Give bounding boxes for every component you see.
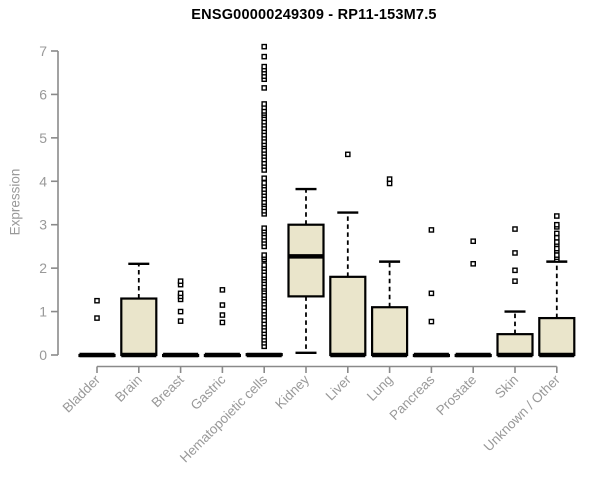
boxplot-brain — [120, 262, 158, 358]
outlier-point — [219, 302, 226, 308]
y-tick-label: 7 — [39, 43, 47, 59]
boxplot-skin — [496, 226, 534, 358]
outlier-point — [512, 226, 518, 232]
outlier-point — [94, 315, 100, 321]
outlier-point — [261, 53, 268, 60]
outlier-point — [554, 221, 560, 228]
outlier-point — [177, 308, 184, 315]
boxplot-unknown-other — [538, 213, 576, 358]
outlier-point — [554, 213, 560, 219]
outlier-point — [470, 238, 477, 245]
outlier-point — [345, 151, 351, 158]
outlier-point — [219, 312, 226, 318]
outlier-point — [177, 290, 184, 297]
box — [329, 275, 367, 357]
x-tick-label: Skin — [492, 372, 521, 401]
x-tick-label: Lung — [364, 372, 396, 404]
x-tick-label: Prostate — [433, 372, 479, 418]
boxplot-pancreas — [412, 227, 450, 358]
outlier-point — [554, 245, 560, 252]
outlier-point — [554, 230, 560, 237]
outlier-point — [386, 180, 393, 187]
outlier-point — [261, 252, 268, 258]
boxplot-breast — [162, 278, 200, 358]
outlier-point — [554, 234, 560, 241]
outlier-point — [94, 297, 100, 304]
outlier-point — [470, 260, 477, 267]
outlier-point — [554, 239, 560, 245]
outlier-point — [428, 227, 435, 233]
outlier-point — [428, 290, 435, 297]
y-tick-label: 4 — [39, 173, 47, 189]
boxplot-gastric — [203, 287, 241, 358]
outlier-point — [261, 63, 268, 70]
outlier-point — [261, 43, 268, 50]
x-tick-label: Liver — [323, 372, 355, 404]
y-tick-label: 6 — [39, 86, 47, 102]
x-tick-label: Kidney — [272, 372, 312, 412]
outlier-point — [512, 278, 518, 284]
y-tick-label: 2 — [39, 260, 47, 276]
outlier-point — [261, 225, 268, 231]
box — [287, 223, 325, 298]
x-tick-label: Breast — [149, 372, 187, 410]
outlier-point — [386, 176, 393, 182]
boxplot-kidney — [287, 187, 325, 355]
y-tick-label: 5 — [39, 130, 47, 146]
outlier-point — [512, 250, 518, 256]
outlier-point — [261, 180, 268, 186]
outlier-point — [428, 318, 435, 325]
y-tick-label: 1 — [39, 304, 47, 320]
x-tick-label: Gastric — [188, 372, 229, 413]
outlier-point — [512, 267, 518, 274]
outlier-point — [261, 175, 268, 182]
outlier-point — [554, 252, 560, 258]
chart-title: ENSG00000249309 - RP11-153M7.5 — [191, 7, 437, 23]
outlier-point — [177, 278, 184, 284]
y-tick-label: 3 — [39, 217, 47, 233]
y-tick-label: 0 — [39, 347, 47, 363]
outlier-point — [219, 319, 226, 326]
outlier-point — [261, 85, 268, 91]
box — [120, 297, 158, 357]
boxplot-lung — [371, 176, 409, 358]
boxplot-liver — [329, 151, 367, 358]
box — [538, 316, 576, 357]
outlier-point — [177, 318, 184, 324]
x-tick-label: Unknown / Other — [481, 372, 564, 455]
y-axis: 0 1 2 3 4 5 6 7 — [39, 43, 59, 363]
outlier-point — [219, 287, 226, 293]
x-tick-label: Brain — [112, 372, 145, 405]
x-tick-label: Pancreas — [387, 372, 438, 423]
box — [371, 306, 409, 357]
outlier-point — [261, 101, 268, 107]
boxplot-bladder — [78, 297, 116, 358]
box — [496, 333, 534, 357]
boxplot-prostate — [454, 238, 492, 358]
boxplot-hematopoietic-cells — [245, 43, 283, 358]
outlier-point — [261, 262, 268, 268]
x-tick-label: Bladder — [60, 372, 104, 416]
